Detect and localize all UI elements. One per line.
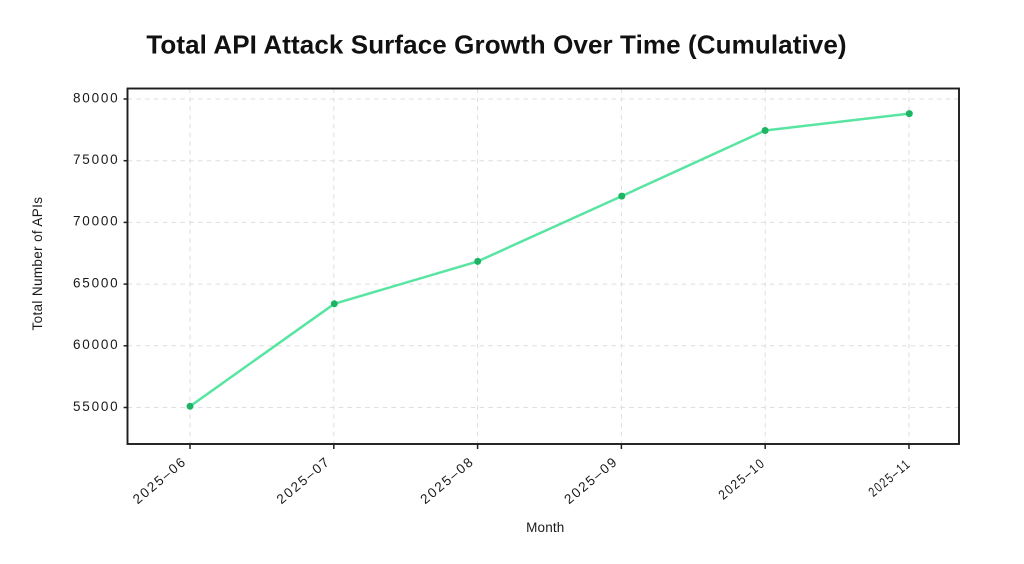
svg-text:2025–10: 2025–10 [716,455,769,502]
svg-text:Total API Attack Surface Growt: Total API Attack Surface Growth Over Tim… [146,30,846,60]
svg-text:60000: 60000 [73,337,120,352]
svg-text:Total Number of APIs: Total Number of APIs [30,197,45,331]
svg-text:80000: 80000 [73,90,120,105]
svg-text:2025–08: 2025–08 [417,454,477,507]
svg-text:2025–07: 2025–07 [274,454,334,507]
svg-text:2025–11: 2025–11 [865,456,913,500]
svg-text:2025–09: 2025–09 [561,454,621,507]
svg-text:75000: 75000 [73,152,120,167]
svg-text:65000: 65000 [73,275,120,290]
svg-text:Month: Month [526,520,564,535]
svg-text:2025–06: 2025–06 [130,454,190,507]
svg-text:55000: 55000 [73,399,120,414]
svg-text:70000: 70000 [73,214,120,229]
